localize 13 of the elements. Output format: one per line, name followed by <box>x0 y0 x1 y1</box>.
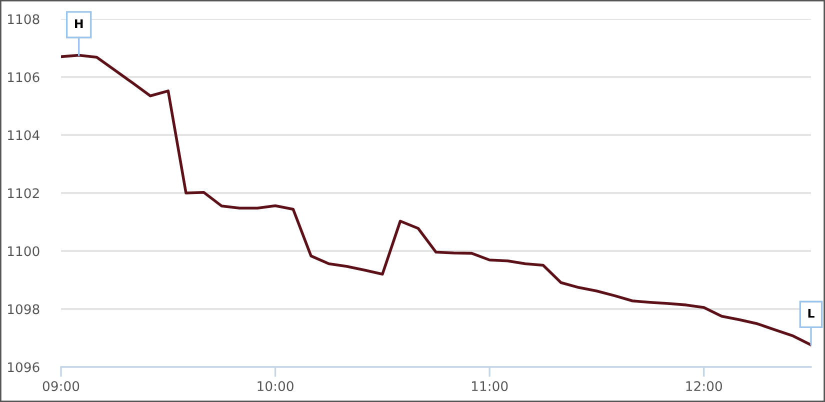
annotation: L <box>808 309 814 318</box>
y-tick-label: 1102 <box>8 188 39 198</box>
x-tick-label: 09:00 <box>42 381 80 392</box>
y-tick-label: 1106 <box>8 72 40 82</box>
y-tick-label: 1100 <box>8 246 40 256</box>
y-tick-label: 1098 <box>8 304 40 314</box>
annotation: H <box>74 19 83 28</box>
y-tick-label: 1108 <box>8 14 40 24</box>
y-tick-label: 1096 <box>8 362 40 372</box>
x-tick-label: 10:00 <box>258 381 294 392</box>
y-tick-label: 1104 <box>8 130 40 140</box>
x-tick-label: 11:00 <box>472 381 508 392</box>
x-tick-label: 12:00 <box>686 381 722 392</box>
